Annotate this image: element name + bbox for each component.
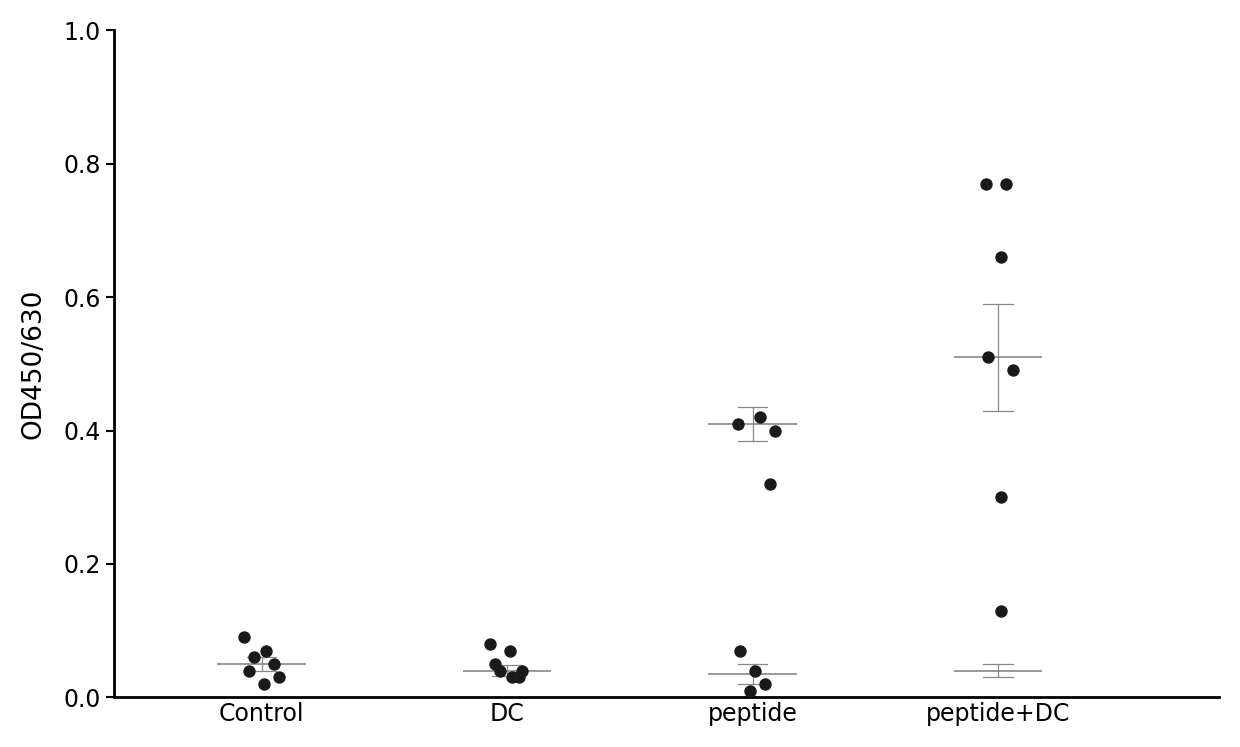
Point bbox=[745, 665, 765, 677]
Point bbox=[755, 678, 775, 690]
Point bbox=[500, 645, 520, 657]
Point bbox=[978, 351, 998, 363]
Point bbox=[502, 672, 522, 684]
Point bbox=[254, 678, 274, 690]
Point bbox=[991, 604, 1011, 616]
Point bbox=[760, 478, 780, 490]
Point bbox=[485, 658, 505, 670]
Point bbox=[269, 672, 289, 684]
Point bbox=[730, 645, 750, 657]
Point bbox=[264, 658, 284, 670]
Point bbox=[728, 418, 748, 430]
Point bbox=[765, 424, 785, 436]
Y-axis label: OD450/630: OD450/630 bbox=[21, 288, 47, 439]
Point bbox=[996, 178, 1016, 190]
Point bbox=[490, 665, 510, 677]
Point bbox=[510, 672, 529, 684]
Point bbox=[257, 645, 277, 657]
Point bbox=[480, 638, 500, 650]
Point bbox=[991, 492, 1011, 503]
Point bbox=[750, 411, 770, 423]
Point bbox=[976, 178, 996, 190]
Point bbox=[512, 665, 532, 677]
Point bbox=[991, 251, 1011, 263]
Point bbox=[234, 631, 254, 643]
Point bbox=[740, 685, 760, 697]
Point bbox=[1003, 365, 1023, 376]
Point bbox=[239, 665, 259, 677]
Point bbox=[244, 651, 264, 663]
